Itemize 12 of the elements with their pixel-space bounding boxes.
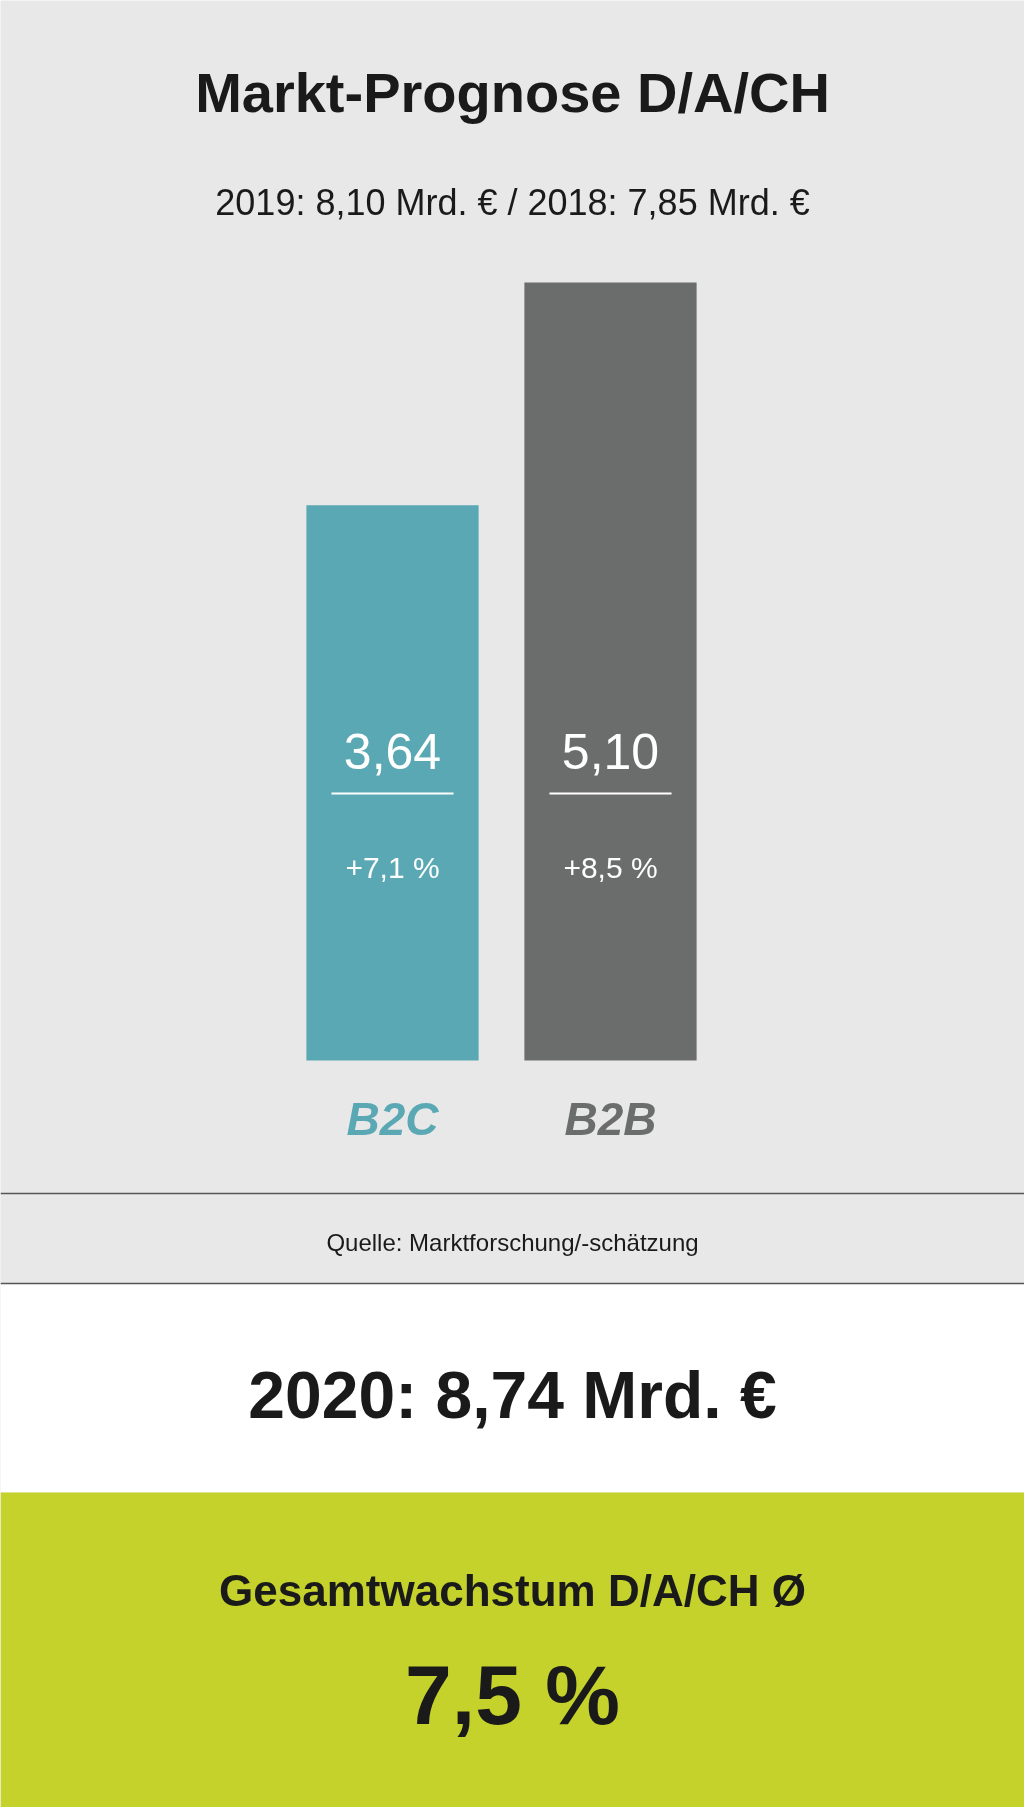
text: Gesamtwachstum D/A/CH Ø bbox=[219, 1566, 806, 1615]
source-note: Quelle: Marktforschung/-schätzung bbox=[326, 1229, 699, 1256]
annotation: +8,5 % bbox=[563, 851, 658, 884]
data-label: 3,64 bbox=[343, 724, 442, 780]
chart-title: Markt-Prognose D/A/CH bbox=[195, 61, 830, 124]
chart-subtitle: 2019: 8,10 Mrd. € / 2018: 7,85 Mrd. € bbox=[215, 182, 810, 223]
data-label: 5,10 bbox=[561, 724, 660, 780]
text: 2020: 8,74 Mrd. € bbox=[248, 1357, 777, 1432]
annotation: +7,1 % bbox=[345, 851, 440, 884]
x-tick-label: B2B bbox=[564, 1092, 657, 1145]
text: 7,5 % bbox=[405, 1647, 620, 1742]
x-tick-label: B2C bbox=[346, 1092, 440, 1145]
